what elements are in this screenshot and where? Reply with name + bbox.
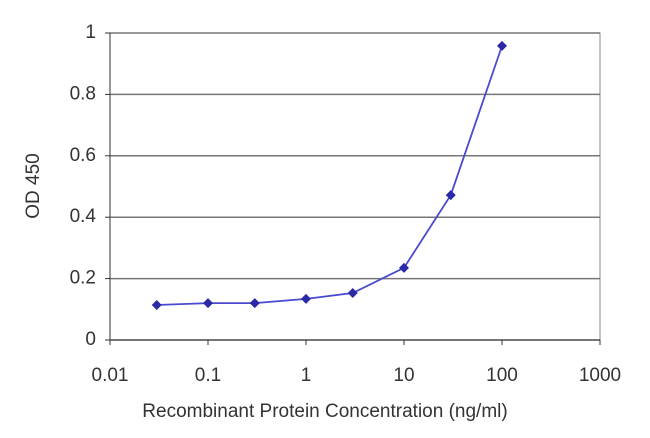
data-line [156,45,503,306]
x-tick-label: 1000 [579,365,621,386]
y-tick-label: 0.4 [70,206,97,227]
x-tick-label: 0.01 [92,365,129,386]
y-tick-label: 0.8 [70,83,96,104]
y-tick-label: 0 [85,329,96,350]
x-tick-label: 1 [301,365,312,386]
y-tick-label: 0.2 [70,268,96,289]
data-point [151,300,162,311]
y-tick-label: 0.6 [70,145,96,166]
y-tick-label: 1 [85,22,96,43]
data-point [203,298,213,309]
data-point [249,298,260,309]
data-point [399,262,409,273]
x-tick-label: 100 [486,365,518,386]
x-tick-label: 0.1 [195,365,221,386]
data-point [347,288,358,299]
data-point [445,190,456,201]
data-point [497,40,507,51]
x-axis-label: Recombinant Protein Concentration (ng/ml… [142,401,507,422]
x-tick-label: 10 [393,365,414,386]
plot-area [109,32,601,341]
data-point [301,293,311,304]
y-axis-label: OD 450 [23,153,44,218]
